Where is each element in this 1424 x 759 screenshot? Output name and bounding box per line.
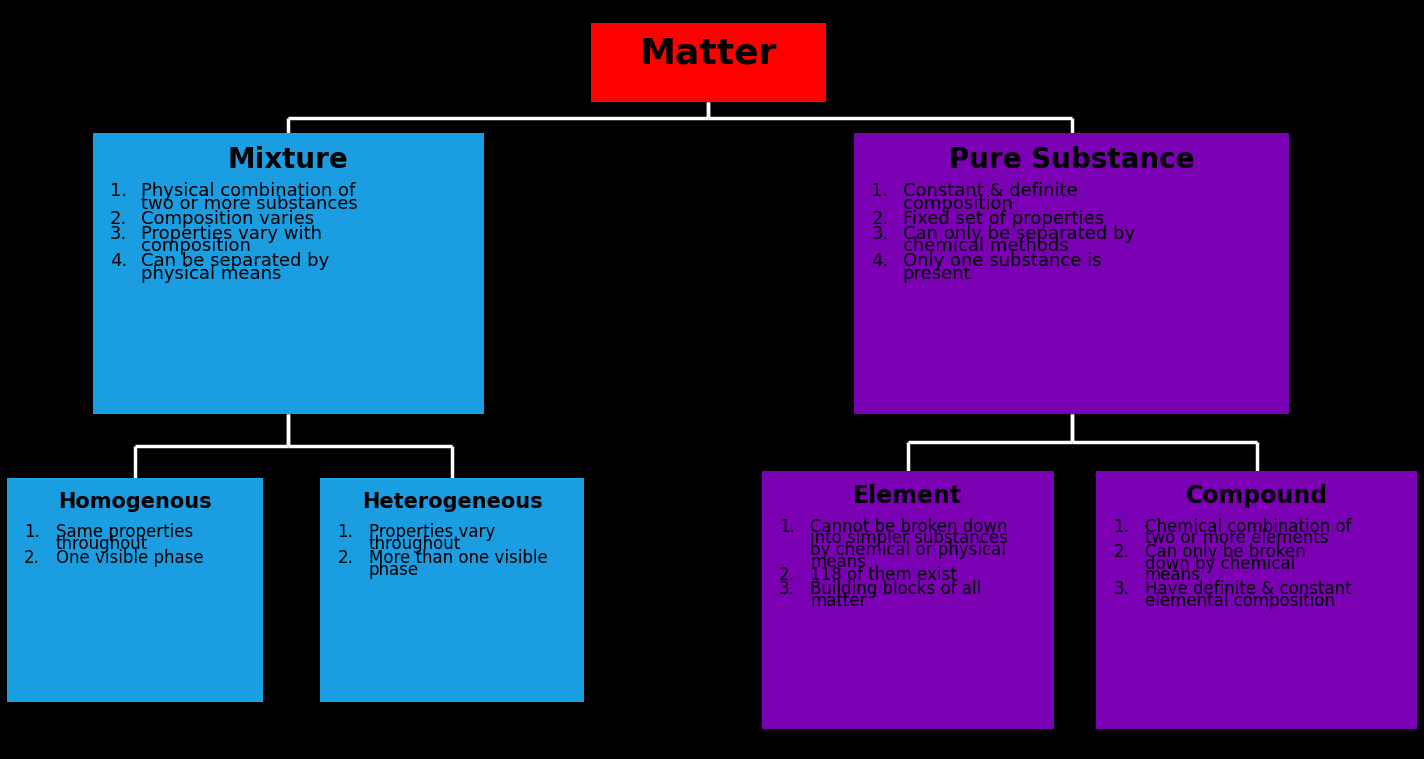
FancyBboxPatch shape: [1096, 471, 1417, 729]
FancyBboxPatch shape: [93, 133, 484, 414]
Text: 3.: 3.: [779, 580, 795, 598]
Text: 3.: 3.: [871, 225, 889, 243]
Text: Have definite & constant: Have definite & constant: [1145, 580, 1351, 598]
FancyBboxPatch shape: [7, 478, 263, 702]
Text: Fixed set of properties: Fixed set of properties: [903, 210, 1104, 228]
Text: Composition varies: Composition varies: [141, 210, 315, 228]
Text: Matter: Matter: [639, 36, 778, 71]
Text: Properties vary: Properties vary: [369, 524, 496, 541]
Text: 2.: 2.: [779, 566, 795, 584]
Text: 2.: 2.: [110, 210, 127, 228]
Text: Element: Element: [853, 484, 963, 509]
Text: chemical methods: chemical methods: [903, 238, 1068, 256]
Text: down by chemical: down by chemical: [1145, 555, 1296, 573]
Text: 2.: 2.: [337, 549, 353, 567]
Text: 3.: 3.: [110, 225, 127, 243]
Text: present: present: [903, 265, 971, 283]
Text: 2.: 2.: [1114, 543, 1129, 561]
Text: 118 of them exist: 118 of them exist: [810, 566, 957, 584]
Text: two or more substances: two or more substances: [141, 195, 357, 213]
Text: Compound: Compound: [1186, 484, 1327, 509]
Text: composition: composition: [903, 195, 1012, 213]
FancyBboxPatch shape: [320, 478, 584, 702]
Text: 1.: 1.: [337, 524, 353, 541]
Text: Building blocks of all: Building blocks of all: [810, 580, 981, 598]
Text: 2.: 2.: [24, 549, 40, 567]
Text: phase: phase: [369, 561, 419, 578]
FancyBboxPatch shape: [591, 23, 826, 102]
Text: 1.: 1.: [1114, 518, 1129, 536]
Text: elemental composition: elemental composition: [1145, 592, 1334, 609]
Text: 3.: 3.: [1114, 580, 1129, 598]
Text: Pure Substance: Pure Substance: [948, 146, 1195, 175]
Text: Chemical combination of: Chemical combination of: [1145, 518, 1351, 536]
FancyBboxPatch shape: [762, 471, 1054, 729]
Text: means: means: [1145, 566, 1200, 584]
Text: Physical combination of: Physical combination of: [141, 182, 355, 200]
Text: throughout: throughout: [369, 535, 461, 553]
Text: throughout: throughout: [56, 535, 148, 553]
Text: Same properties: Same properties: [56, 524, 192, 541]
Text: 1.: 1.: [110, 182, 127, 200]
Text: Mixture: Mixture: [228, 146, 349, 175]
Text: into simpler substances: into simpler substances: [810, 529, 1008, 547]
Text: Only one substance is: Only one substance is: [903, 253, 1101, 270]
Text: 4.: 4.: [871, 253, 889, 270]
Text: matter: matter: [810, 592, 867, 609]
Text: means: means: [810, 553, 866, 571]
Text: composition: composition: [141, 238, 251, 256]
Text: Properties vary with: Properties vary with: [141, 225, 322, 243]
Text: One visible phase: One visible phase: [56, 549, 204, 567]
Text: Can only be broken: Can only be broken: [1145, 543, 1306, 561]
Text: Cannot be broken down: Cannot be broken down: [810, 518, 1008, 536]
FancyBboxPatch shape: [854, 133, 1289, 414]
Text: 1.: 1.: [871, 182, 889, 200]
Text: Can only be separated by: Can only be separated by: [903, 225, 1135, 243]
Text: two or more elements: two or more elements: [1145, 529, 1329, 547]
Text: Homogenous: Homogenous: [58, 492, 212, 512]
Text: Heterogeneous: Heterogeneous: [362, 492, 543, 512]
Text: More than one visible: More than one visible: [369, 549, 548, 567]
Text: 4.: 4.: [110, 253, 127, 270]
Text: 2.: 2.: [871, 210, 889, 228]
Text: 1.: 1.: [24, 524, 40, 541]
Text: 1.: 1.: [779, 518, 795, 536]
Text: Can be separated by: Can be separated by: [141, 253, 329, 270]
Text: physical means: physical means: [141, 265, 282, 283]
Text: Constant & definite: Constant & definite: [903, 182, 1078, 200]
Text: by chemical or physical: by chemical or physical: [810, 541, 1007, 559]
